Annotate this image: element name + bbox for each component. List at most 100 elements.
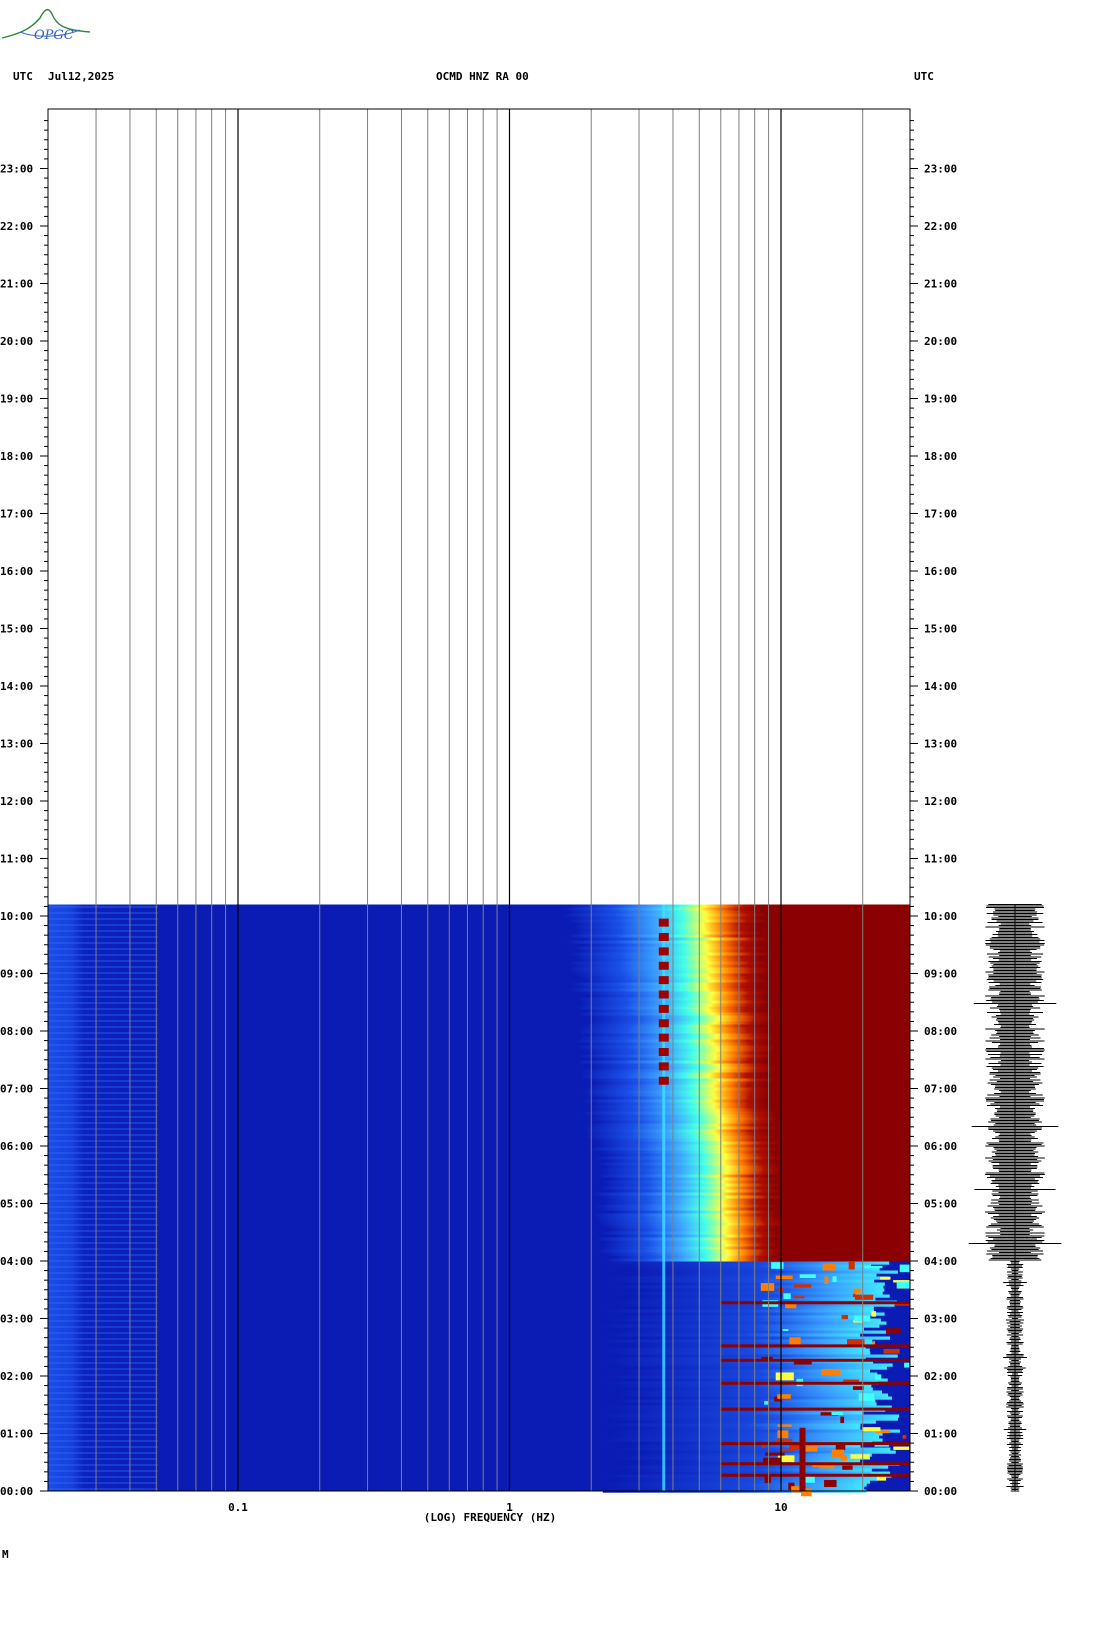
heatmap-saturated xyxy=(770,970,910,974)
heatmap-row xyxy=(604,1240,777,1244)
heatmap-saturated xyxy=(774,1048,910,1052)
heatmap-saturated xyxy=(774,1150,910,1154)
heatmap-saturated xyxy=(761,1024,910,1028)
heatmap-row xyxy=(617,1390,882,1394)
heatmap-saturated xyxy=(764,946,910,950)
y-tick-label-right: 06:00 xyxy=(924,1140,957,1153)
heatmap-row xyxy=(602,1246,774,1250)
heatmap-row xyxy=(582,937,771,941)
heatmap-row xyxy=(603,1243,780,1247)
heatmap-column xyxy=(799,1427,806,1491)
heatmap-saturated xyxy=(766,1057,910,1061)
heatmap-row xyxy=(635,1270,898,1274)
heatmap-cell xyxy=(762,1443,765,1448)
y-tick-label-left: 20:00 xyxy=(0,335,33,348)
heatmap-saturated xyxy=(763,931,910,935)
heatmap-saturated xyxy=(768,961,910,965)
heatmap-cell xyxy=(761,1356,773,1361)
y-tick-label-left: 14:00 xyxy=(0,680,33,693)
heatmap-cell xyxy=(853,1288,861,1294)
heatmap-row xyxy=(624,1327,864,1331)
heatmap-saturated xyxy=(769,1090,910,1094)
heatmap-row xyxy=(615,1384,872,1388)
heatmap-row xyxy=(638,1450,896,1454)
heatmap-saturated xyxy=(771,1087,910,1091)
heatmap-saturated xyxy=(775,1186,910,1190)
heatmap-cell xyxy=(791,1486,800,1493)
heatmap-saturated xyxy=(774,1015,910,1019)
heatmap-row xyxy=(613,1465,889,1469)
heatmap-cell xyxy=(875,1430,891,1434)
tremor-blob xyxy=(658,1076,669,1085)
heatmap-row xyxy=(588,1078,776,1082)
heatmap-saturated xyxy=(776,1258,910,1262)
heatmap-cell xyxy=(793,1284,812,1288)
heatmap-row xyxy=(600,1171,781,1175)
heatmap-row xyxy=(626,1453,872,1457)
heatmap-row xyxy=(577,985,761,989)
heatmap-row xyxy=(576,973,762,977)
heatmap-row xyxy=(610,1228,775,1232)
heatmap-row xyxy=(595,1141,781,1145)
heatmap-saturated xyxy=(775,1036,910,1040)
date-label: Jul12,2025 xyxy=(48,70,115,83)
heatmap-saturated xyxy=(784,1222,910,1226)
y-tick-label-left: 00:00 xyxy=(0,1485,33,1498)
heatmap-saturated xyxy=(777,1177,910,1181)
heatmap-row xyxy=(569,961,769,965)
heatmap-saturated xyxy=(773,1054,910,1058)
heatmap-row xyxy=(596,1237,775,1241)
heatmap-row xyxy=(590,1114,777,1118)
heatmap-row xyxy=(584,1126,779,1130)
y-tick-label-left: 12:00 xyxy=(0,795,33,808)
heatmap-row xyxy=(584,1087,772,1091)
heatmap-saturated xyxy=(775,1069,910,1073)
heatmap-row xyxy=(593,1102,767,1106)
heatmap-saturated xyxy=(776,1045,910,1049)
heatmap-row xyxy=(600,1348,870,1352)
heatmap-row xyxy=(579,1075,765,1079)
heatmap-saturated xyxy=(768,1042,910,1046)
heatmap-row xyxy=(593,1138,773,1142)
heatmap-cell xyxy=(831,1449,844,1458)
heatmap-row xyxy=(605,1276,889,1280)
heatmap-row xyxy=(579,1036,776,1040)
y-tick-label-left: 02:00 xyxy=(0,1370,33,1383)
y-tick-label-left: 15:00 xyxy=(0,623,33,636)
heatmap-saturated xyxy=(766,1102,910,1106)
heatmap-cell xyxy=(800,1446,818,1452)
heatmap-saturated xyxy=(773,1144,910,1148)
heatmap-saturated xyxy=(764,976,910,980)
heatmap-row xyxy=(600,1414,900,1418)
heatmap-cell xyxy=(821,1369,841,1376)
heatmap-row xyxy=(604,1375,880,1379)
heatmap-row xyxy=(581,1069,776,1073)
heatmap-row xyxy=(571,970,771,974)
heatmap-row xyxy=(583,943,760,947)
heatmap-row xyxy=(604,1153,778,1157)
y-tick-label-right: 14:00 xyxy=(924,680,957,693)
heatmap-cell xyxy=(820,1412,839,1416)
tremor-blob xyxy=(658,947,669,956)
heatmap-cell xyxy=(793,1296,805,1299)
heatmap-saturated xyxy=(770,1021,910,1025)
heatmap-row xyxy=(576,1045,777,1049)
heatmap-saturated xyxy=(774,1180,910,1184)
heatmap-saturated xyxy=(781,1165,910,1169)
heatmap-saturated xyxy=(771,952,910,956)
heatmap-row xyxy=(606,1405,892,1409)
y-tick-label-left: 04:00 xyxy=(0,1255,33,1268)
y-tick-label-right: 20:00 xyxy=(924,335,957,348)
heatmap-saturated xyxy=(762,982,910,986)
heatmap-row xyxy=(595,1156,782,1160)
heatmap-row xyxy=(574,1039,768,1043)
tremor-blob xyxy=(658,1048,669,1056)
heatmap-saturated xyxy=(771,1207,910,1211)
heatmap-cell xyxy=(801,1474,815,1483)
heatmap-row xyxy=(579,976,765,980)
heatmap-saturated xyxy=(777,1231,910,1235)
y-tick-label-left: 06:00 xyxy=(0,1140,33,1153)
heatmap-cell xyxy=(842,1465,853,1470)
heatmap-saturated xyxy=(782,1168,910,1172)
y-tick-label-right: 17:00 xyxy=(924,508,957,521)
